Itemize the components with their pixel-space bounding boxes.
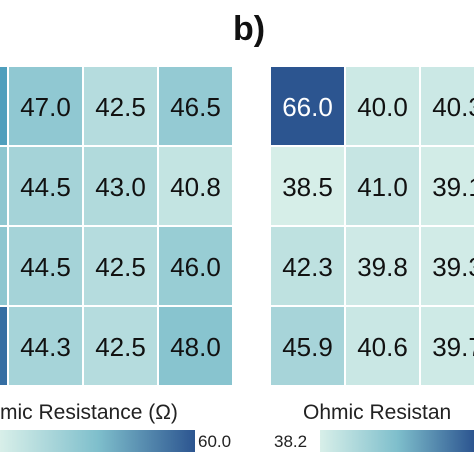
heatmap-cell (0, 65, 9, 147)
heatmap-cell (7, 225, 84, 307)
heatmap-cell (344, 305, 421, 387)
cell-value-label: 39.8 (357, 252, 408, 282)
heatmap-cell (419, 225, 474, 307)
heatmap-cell (269, 65, 346, 147)
heatmap-cell (7, 65, 84, 147)
cell-value-label: 42.5 (95, 332, 146, 362)
cell-value-label: 43.0 (95, 172, 146, 202)
cell-value-label: 44.3 (20, 332, 71, 362)
heatmap-cell (7, 305, 84, 387)
cell-value-label: 42.5 (95, 92, 146, 122)
cell-value-label: 47.0 (20, 92, 71, 122)
colorbar-b-title: Ohmic Resistan (303, 401, 452, 424)
cell-value-label: 41.0 (357, 172, 408, 202)
cell-value-label: 42.5 (95, 252, 146, 282)
heatmap-cell (0, 305, 9, 387)
heatmap-cell (157, 305, 234, 387)
cell-value-label: 42.3 (282, 252, 333, 282)
cell-value-label: 48.0 (170, 332, 221, 362)
cell-value-label: 66.0 (282, 92, 333, 122)
heatmap-cell (157, 65, 234, 147)
heatmap-cell (82, 225, 159, 307)
cell-value-label: 40.3 (432, 92, 474, 122)
cell-value-label: 39.1 (432, 172, 474, 202)
cell-value-label: 45.9 (282, 332, 333, 362)
heatmap-cell (82, 305, 159, 387)
cell-value-label: 39.7 (432, 332, 474, 362)
colorbar-a-title: mic Resistance (Ω) (0, 401, 178, 424)
heatmap-a: 47.0 42.5 46.5 44.5 43.0 40.8 44.5 42.5 46.0 44.3… (0, 65, 234, 387)
cell-value-label: 39.3 (432, 252, 474, 282)
heatmap-cell (82, 65, 159, 147)
heatmap-b: 66.0 40.0 40.3 38.5 41.0 39.1 42.3 39.8 39.3 45.9… (269, 65, 474, 387)
cell-value-label: 38.5 (282, 172, 333, 202)
colorbar-a (0, 430, 195, 452)
heatmap-cell (157, 225, 234, 307)
heatmap-cell (419, 305, 474, 387)
cell-value-label: 40.6 (357, 332, 408, 362)
heatmap-cell (0, 145, 9, 227)
heatmap-cell (0, 225, 9, 307)
cell-value-label: 40.0 (357, 92, 408, 122)
cell-value-label: 46.0 (170, 252, 221, 282)
cell-value-label: 46.5 (170, 92, 221, 122)
cell-value-label: 44.5 (20, 172, 71, 202)
heatmap-cell (269, 305, 346, 387)
panel-b-label: b) (233, 10, 266, 48)
cell-value-label: 44.5 (20, 252, 71, 282)
colorbar-b (320, 430, 474, 452)
heatmap-cell (344, 145, 421, 227)
colorbar-a-max-label: 60.0 (198, 432, 232, 451)
colorbar-b-min-label: 38.2 (274, 432, 308, 451)
cell-value-label: 40.8 (170, 172, 221, 202)
